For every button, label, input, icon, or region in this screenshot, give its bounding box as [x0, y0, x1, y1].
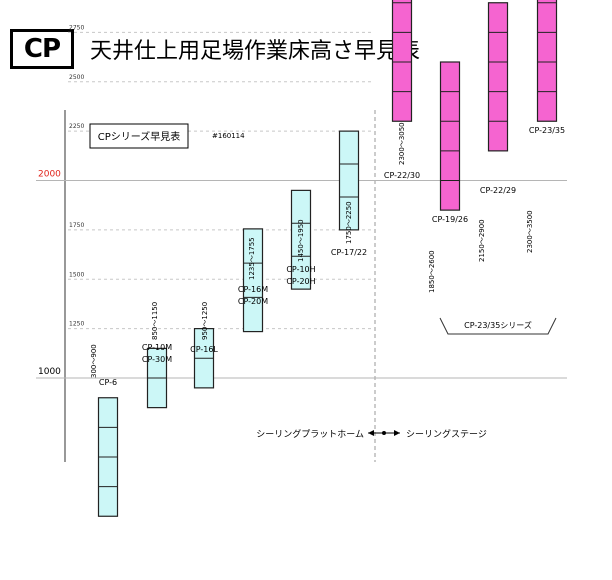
model-label: CP-23/35 — [529, 126, 565, 135]
minor-tick-label: 2500 — [69, 74, 84, 81]
range-bar-rect — [487, 2, 509, 152]
range-bar-rect — [242, 228, 264, 333]
range-label: 1850〜2600 — [428, 250, 436, 293]
arrow-right-icon — [394, 430, 400, 436]
model-label: CP-10H — [286, 265, 315, 274]
range-bar-rect — [338, 130, 360, 231]
model-label: CP-10M — [142, 343, 172, 352]
major-tick-label: 1000 — [38, 367, 61, 377]
range-label: 2300〜3050 — [398, 122, 406, 165]
arrow-center-dot — [382, 431, 386, 435]
range-label: 2150〜2900 — [478, 219, 486, 262]
range-label: 300〜900 — [90, 344, 98, 378]
minor-tick-label: 1250 — [69, 321, 84, 328]
page-title: 天井仕上用足場作業床高さ早見表 — [90, 39, 421, 64]
series-bracket — [439, 317, 557, 335]
range-bar-rect — [439, 61, 461, 211]
model-label: CP-17/22 — [331, 248, 367, 257]
range-bar-rect — [290, 189, 312, 290]
range-bar — [146, 347, 168, 409]
range-bar-rect — [391, 0, 413, 122]
chart-title-box — [89, 123, 189, 149]
model-label: CP-6 — [99, 378, 117, 387]
model-label: CP-16M — [238, 285, 268, 294]
minor-tick-label: 2750 — [69, 24, 84, 31]
range-label: 1750〜2250 — [345, 201, 353, 244]
range-bar — [290, 189, 312, 290]
range-bar — [97, 397, 119, 517]
minor-tick-label: 2250 — [69, 123, 84, 130]
minor-tick-label: 1750 — [69, 222, 84, 229]
model-label: CP-19/26 — [432, 215, 468, 224]
header: CP 天井仕上用足場作業床高さ早見表 — [10, 26, 420, 72]
range-label: 950〜1250 — [201, 302, 209, 340]
arrow-left-label: シーリングプラットホーム — [256, 428, 364, 440]
model-label: CP-30M — [142, 355, 172, 364]
cp-logo: CP — [10, 29, 74, 69]
model-label: CP-22/30 — [384, 171, 420, 180]
minor-tick-label: 1500 — [69, 271, 84, 278]
bracket-label: CP-23/35シリーズ — [464, 320, 532, 330]
model-label: CP-20M — [238, 297, 268, 306]
major-tick-label: 2000 — [38, 170, 61, 180]
model-label: CP-16L — [190, 345, 218, 354]
model-label: CP-22/29 — [480, 186, 516, 195]
range-bar — [242, 228, 264, 333]
range-label: 1235〜1755 — [248, 237, 256, 280]
range-bar — [439, 61, 461, 211]
range-bar — [193, 328, 215, 389]
range-bar — [391, 0, 413, 122]
range-bar — [536, 0, 558, 122]
range-bar-rect — [536, 0, 558, 122]
range-label: 1450〜1950 — [297, 219, 305, 262]
arrow-left-icon — [368, 430, 374, 436]
range-label: 850〜1150 — [151, 302, 159, 340]
model-label: CP-20H — [286, 277, 315, 286]
range-bar — [338, 130, 360, 231]
range-bar — [487, 2, 509, 152]
chart-code: #160114 — [212, 132, 245, 140]
range-label: 2300〜3500 — [526, 210, 534, 253]
arrow-right-label: シーリングステージ — [406, 428, 487, 440]
chart-title: CPシリーズ早見表 — [98, 130, 181, 143]
